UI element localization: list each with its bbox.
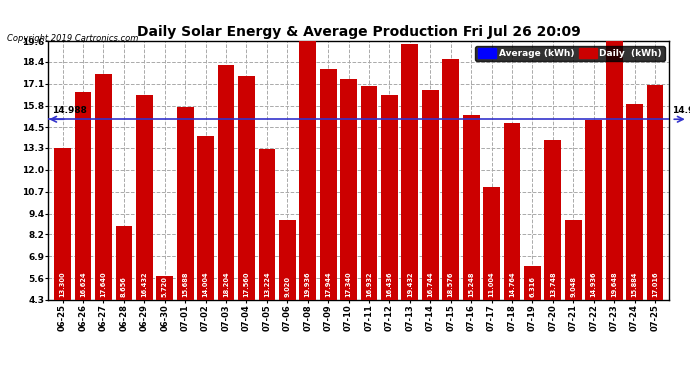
Text: 17.944: 17.944 — [325, 272, 331, 297]
Text: 13.300: 13.300 — [59, 272, 66, 297]
Bar — [422, 90, 439, 300]
Bar — [319, 69, 337, 300]
Bar — [627, 104, 643, 300]
Text: 16.932: 16.932 — [366, 272, 372, 297]
Text: 19.936: 19.936 — [305, 272, 310, 297]
Text: 19.648: 19.648 — [611, 272, 617, 297]
Bar — [259, 149, 275, 300]
Title: Daily Solar Energy & Average Production Fri Jul 26 20:09: Daily Solar Energy & Average Production … — [137, 25, 581, 39]
Bar — [115, 226, 132, 300]
Bar — [463, 115, 480, 300]
Text: 18.204: 18.204 — [223, 272, 229, 297]
Text: 17.640: 17.640 — [101, 272, 106, 297]
Bar — [75, 92, 91, 300]
Text: 17.016: 17.016 — [652, 272, 658, 297]
Bar — [238, 76, 255, 300]
Bar — [177, 107, 193, 300]
Bar — [136, 95, 152, 300]
Bar — [361, 86, 377, 300]
Bar — [483, 187, 500, 300]
Text: 17.560: 17.560 — [244, 272, 250, 297]
Text: 9.020: 9.020 — [284, 276, 290, 297]
Bar — [299, 36, 316, 300]
Text: 9.048: 9.048 — [571, 276, 576, 297]
Text: 16.436: 16.436 — [386, 272, 393, 297]
Text: 14.988: 14.988 — [52, 106, 87, 115]
Bar — [279, 220, 296, 300]
Text: 15.688: 15.688 — [182, 272, 188, 297]
Text: 11.004: 11.004 — [489, 272, 495, 297]
Text: 5.720: 5.720 — [161, 276, 168, 297]
Text: 18.576: 18.576 — [448, 272, 454, 297]
Bar — [217, 65, 235, 300]
Text: 14.936: 14.936 — [591, 272, 597, 297]
Bar — [95, 74, 112, 300]
Bar — [442, 58, 459, 300]
Bar — [565, 220, 582, 300]
Text: 15.248: 15.248 — [468, 272, 474, 297]
Text: 13.224: 13.224 — [264, 272, 270, 297]
Bar — [606, 40, 622, 300]
Bar — [504, 123, 520, 300]
Text: 6.316: 6.316 — [529, 276, 535, 297]
Bar — [544, 140, 561, 300]
Bar — [340, 80, 357, 300]
Text: 13.748: 13.748 — [550, 272, 556, 297]
Text: 14.988: 14.988 — [672, 106, 690, 115]
Text: 19.432: 19.432 — [407, 272, 413, 297]
Text: 16.624: 16.624 — [80, 272, 86, 297]
Text: 16.432: 16.432 — [141, 272, 147, 297]
Bar — [157, 276, 173, 300]
Text: 14.004: 14.004 — [203, 272, 208, 297]
Bar — [647, 85, 663, 300]
Text: 8.656: 8.656 — [121, 276, 127, 297]
Bar — [524, 266, 541, 300]
Text: 15.884: 15.884 — [631, 272, 638, 297]
Legend: Average (kWh), Daily  (kWh): Average (kWh), Daily (kWh) — [475, 46, 664, 61]
Bar — [585, 120, 602, 300]
Text: Copyright 2019 Cartronics.com: Copyright 2019 Cartronics.com — [7, 34, 138, 43]
Bar — [55, 148, 71, 300]
Bar — [381, 95, 398, 300]
Text: 17.340: 17.340 — [346, 272, 352, 297]
Bar — [402, 44, 418, 300]
Text: 14.764: 14.764 — [509, 272, 515, 297]
Text: 16.744: 16.744 — [427, 272, 433, 297]
Bar — [197, 136, 214, 300]
